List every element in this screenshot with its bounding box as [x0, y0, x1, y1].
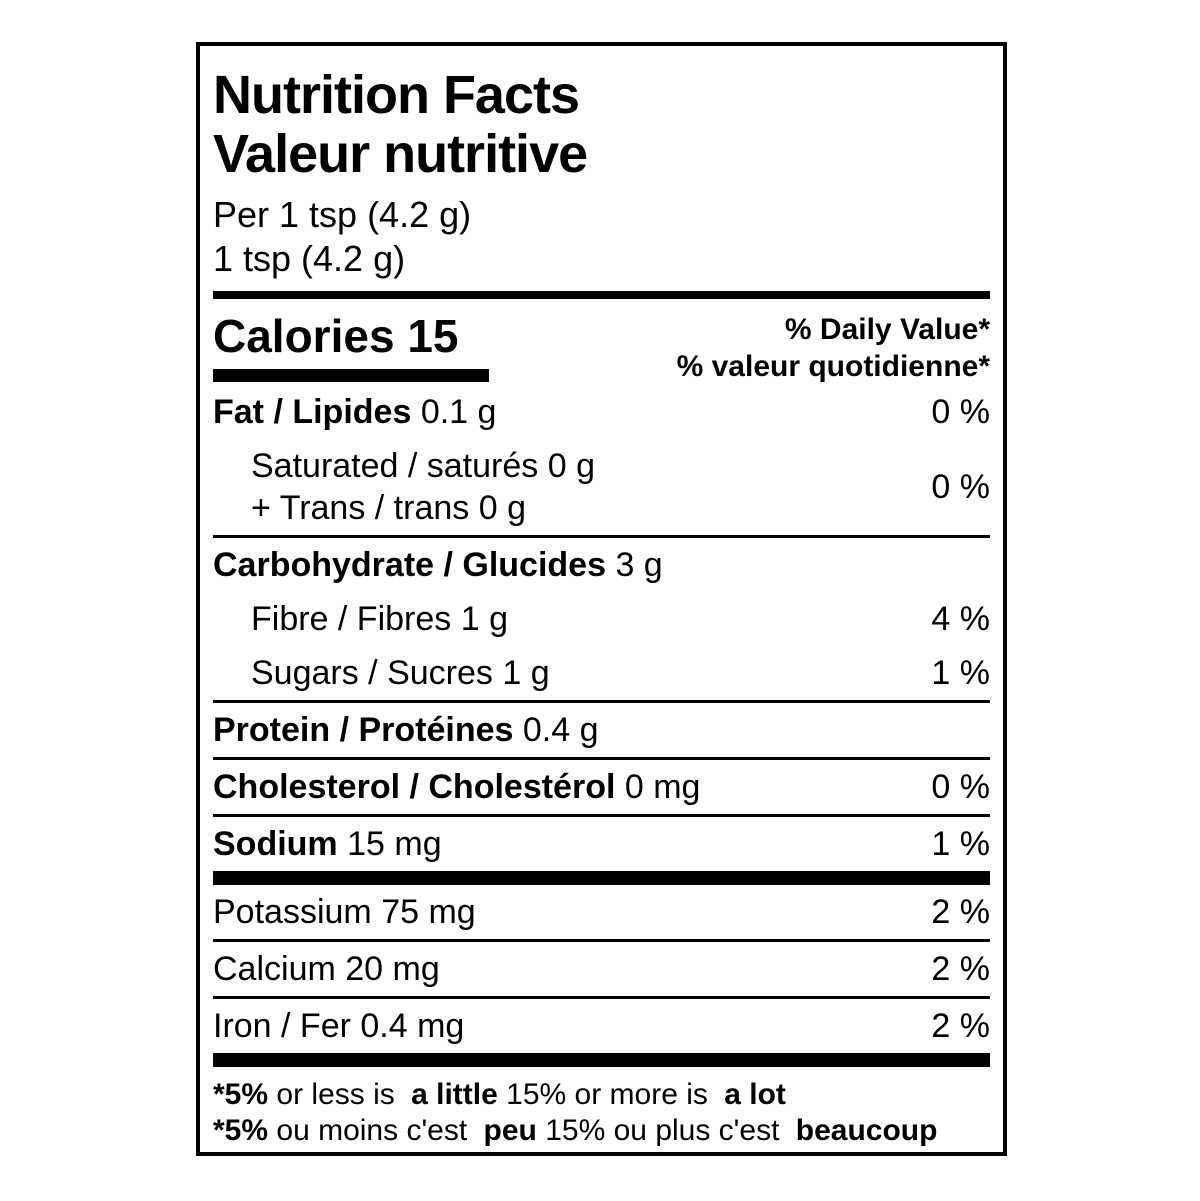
- nutrient-amount: 0.4 mg: [360, 1007, 465, 1045]
- nutrient-amount: 1 g: [460, 600, 508, 638]
- nutrient-row-fat: Fat / Lipides 0.1 g 0 %: [213, 385, 990, 439]
- footnote-text: or less is: [276, 1078, 395, 1111]
- nutrient-text: Calcium 20 mg: [213, 948, 440, 990]
- nutrient-text: Potassium 75 mg: [213, 891, 476, 933]
- nutrient-row-sodium: Sodium 15 mg 1 %: [213, 817, 990, 871]
- nutrition-facts-label: Nutrition Facts Valeur nutritive Per 1 t…: [196, 42, 1007, 1156]
- nutrient-name: Sugars / Sucres: [251, 654, 493, 692]
- nutrient-dv: 1 %: [931, 654, 990, 692]
- nutrient-text: Sugars / Sucres 1 g: [213, 652, 550, 694]
- nutrient-amount: 0 mg: [624, 768, 701, 806]
- nutrient-name: Carbohydrate / Glucides: [213, 546, 606, 584]
- nutrient-amount: 0.4 g: [522, 711, 599, 749]
- footnote-prefix: *5%: [213, 1114, 269, 1147]
- nutrient-amount: 20 mg: [345, 950, 440, 988]
- nutrient-name: Fat / Lipides: [213, 393, 412, 431]
- nutrient-row-calcium: Calcium 20 mg 2 %: [213, 942, 990, 996]
- separator-rule: [213, 700, 990, 703]
- separator-rule: [213, 535, 990, 538]
- nutrient-name: Potassium: [213, 893, 372, 931]
- nutrient-name: Fibre / Fibres: [251, 600, 452, 638]
- footnote-bold-term: a lot: [724, 1078, 786, 1111]
- nutrient-dv: 2 %: [931, 950, 990, 988]
- nutrient-dv: 0 %: [931, 768, 990, 806]
- separator-rule: [213, 757, 990, 760]
- footnote-bold-term: a little: [411, 1078, 498, 1111]
- nutrient-text: Cholesterol / Cholestérol 0 mg: [213, 766, 700, 808]
- separator-rule: [213, 996, 990, 999]
- separator-bar-top: [213, 291, 990, 299]
- nutrient-amount: 15 mg: [347, 825, 442, 863]
- nutrient-row-cholesterol: Cholesterol / Cholestérol 0 mg 0 %: [213, 760, 990, 814]
- nutrient-dv: 2 %: [931, 893, 990, 931]
- calories-value: 15: [407, 310, 459, 362]
- nutrient-name: Protein / Protéines: [213, 711, 514, 749]
- footnote-text: 15% ou plus c'est: [545, 1114, 780, 1147]
- saturated-line: Saturated / saturés 0 g: [251, 447, 595, 485]
- nutrient-text: Fibre / Fibres 1 g: [213, 598, 508, 640]
- nutrient-text: Fat / Lipides 0.1 g: [213, 391, 496, 433]
- nutrient-dv: 0 %: [931, 393, 990, 431]
- calories-line: Calories 15: [213, 311, 489, 361]
- nutrient-name: Iron / Fer: [213, 1007, 351, 1045]
- nutrient-row-protein: Protein / Protéines 0.4 g: [213, 703, 990, 757]
- daily-value-header-fr: % valeur quotidienne*: [676, 350, 990, 383]
- nutrient-row-potassium: Potassium 75 mg 2 %: [213, 885, 990, 939]
- nutrient-amount: 0.1 g: [420, 393, 497, 431]
- nutrient-name: Cholesterol / Cholestérol: [213, 768, 616, 806]
- nutrient-row-carbohydrate: Carbohydrate / Glucides 3 g: [213, 538, 990, 592]
- nutrient-dv: 0 %: [931, 468, 990, 506]
- nutrient-text: Protein / Protéines 0.4 g: [213, 709, 598, 751]
- calories-block: Calories 15: [213, 311, 489, 382]
- nutrient-dv: 1 %: [931, 825, 990, 863]
- calories-underline-bar: [213, 369, 489, 382]
- footnote-text: 15% or more is: [506, 1078, 708, 1111]
- footnote-french: *5% ou moins c'est peu 15% ou plus c'est…: [213, 1113, 990, 1149]
- footnote-bold-term: beaucoup: [795, 1114, 938, 1147]
- title-french: Valeur nutritive: [213, 124, 588, 184]
- separator-bar-bottom: [213, 1053, 990, 1067]
- nutrient-text: Sodium 15 mg: [213, 823, 442, 865]
- calories-label: Calories: [213, 310, 395, 362]
- serving-per-line: Per 1 tsp (4.2 g): [213, 194, 472, 235]
- nutrient-name: Calcium: [213, 950, 336, 988]
- serving-info: Per 1 tsp (4.2 g) 1 tsp (4.2 g): [213, 193, 990, 281]
- nutrient-row-sugars: Sugars / Sucres 1 g 1 %: [213, 646, 990, 700]
- footnote-prefix: *5%: [213, 1078, 269, 1111]
- nutrient-dv: 4 %: [931, 600, 990, 638]
- nutrient-text: Iron / Fer 0.4 mg: [213, 1005, 464, 1047]
- nutrient-dv: 2 %: [931, 1007, 990, 1045]
- separator-rule: [213, 814, 990, 817]
- nutrient-amount: 3 g: [615, 546, 663, 584]
- title-english: Nutrition Facts: [213, 65, 580, 125]
- nutrient-amount: 75 mg: [381, 893, 476, 931]
- nutrient-row-fibre: Fibre / Fibres 1 g 4 %: [213, 592, 990, 646]
- daily-value-header-en: % Daily Value*: [784, 313, 990, 346]
- nutrient-name: Sodium: [213, 825, 338, 863]
- nutrient-row-saturated-trans: Saturated / saturés 0 g + Trans / trans …: [213, 439, 990, 535]
- serving-size-line: 1 tsp (4.2 g): [213, 238, 406, 279]
- label-title: Nutrition Facts Valeur nutritive: [213, 66, 990, 184]
- footnote-text: ou moins c'est: [276, 1114, 468, 1147]
- daily-value-header: % Daily Value* % valeur quotidienne*: [677, 311, 990, 385]
- footnote-bold-term: peu: [483, 1114, 537, 1147]
- nutrient-row-iron: Iron / Fer 0.4 mg 2 %: [213, 999, 990, 1053]
- nutrient-amount: 1 g: [502, 654, 550, 692]
- calories-section: Calories 15 % Daily Value* % valeur quot…: [213, 311, 990, 385]
- footnote-english: *5% or less is a little 15% or more is a…: [213, 1077, 990, 1113]
- nutrient-text: Carbohydrate / Glucides 3 g: [213, 544, 663, 586]
- footnotes: *5% or less is a little 15% or more is a…: [213, 1077, 990, 1149]
- separator-rule: [213, 939, 990, 942]
- nutrient-text: Saturated / saturés 0 g + Trans / trans …: [213, 445, 595, 529]
- separator-bar-sodium: [213, 871, 990, 885]
- trans-line: + Trans / trans 0 g: [251, 489, 526, 527]
